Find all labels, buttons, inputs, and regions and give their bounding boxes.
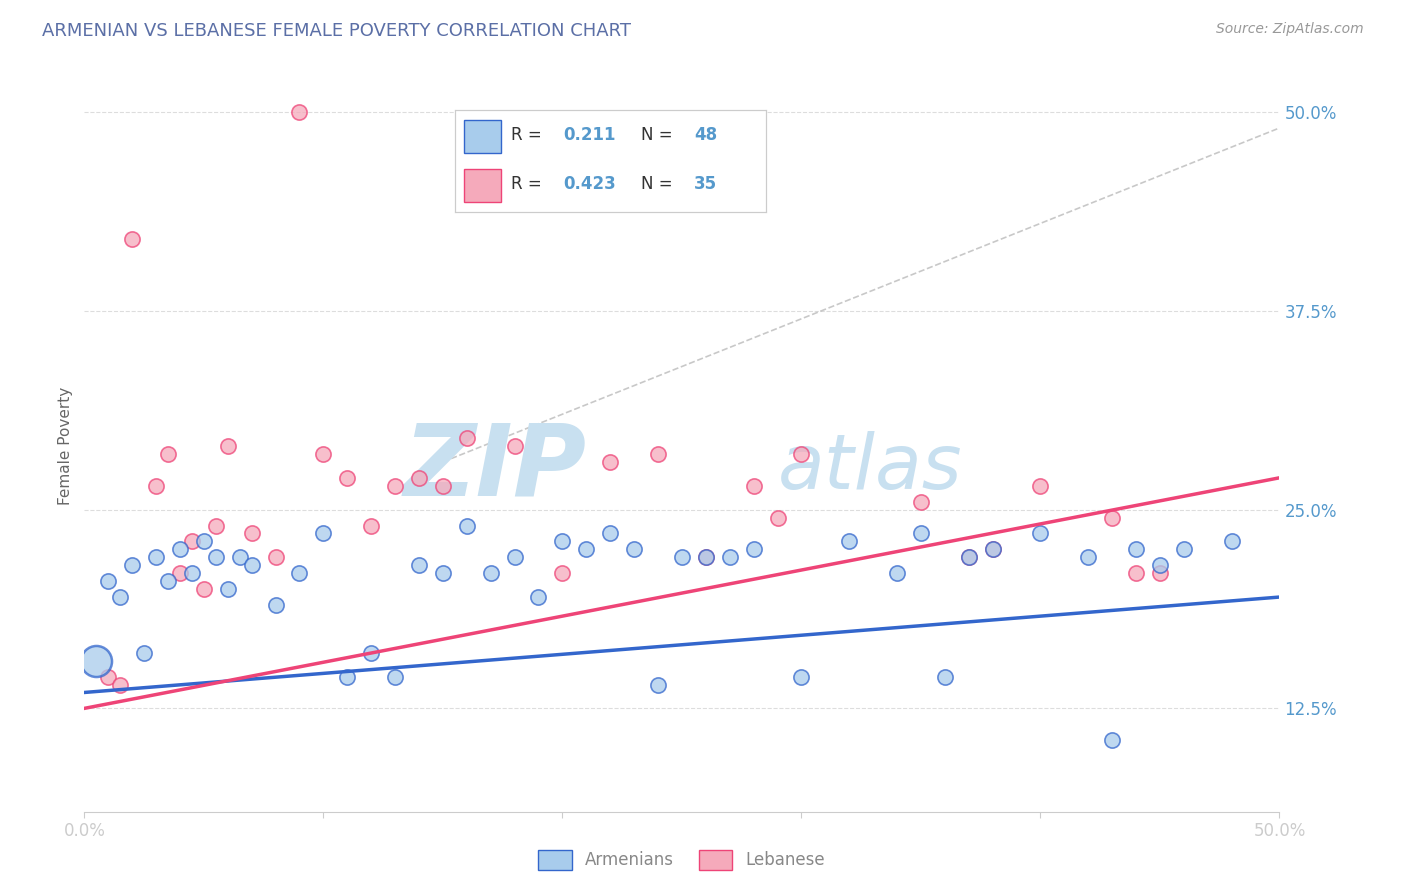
Legend: Armenians, Lebanese: Armenians, Lebanese	[531, 843, 832, 877]
Point	[1149, 558, 1171, 573]
Text: atlas: atlas	[778, 431, 962, 505]
Point	[647, 677, 669, 691]
Point	[157, 447, 180, 461]
Point	[957, 550, 980, 565]
Point	[121, 232, 143, 246]
Point	[934, 669, 956, 683]
Point	[599, 455, 621, 469]
Point	[1125, 542, 1147, 557]
Point	[312, 526, 335, 541]
Point	[886, 566, 908, 581]
Point	[121, 558, 143, 573]
Point	[575, 542, 598, 557]
Point	[97, 574, 120, 589]
Point	[193, 534, 215, 549]
Point	[456, 518, 478, 533]
Point	[181, 566, 204, 581]
Point	[551, 534, 574, 549]
Point	[229, 550, 252, 565]
Point	[479, 566, 502, 581]
Point	[503, 439, 526, 453]
Point	[742, 542, 765, 557]
Point	[312, 447, 335, 461]
Point	[110, 590, 132, 604]
Point	[647, 447, 669, 461]
Point	[527, 590, 550, 604]
Point	[671, 550, 693, 565]
Point	[169, 542, 191, 557]
Point	[240, 558, 263, 573]
Point	[193, 582, 215, 596]
Point	[132, 646, 156, 660]
Point	[957, 550, 980, 565]
Point	[910, 494, 932, 508]
Point	[408, 558, 430, 573]
Point	[432, 479, 454, 493]
Point	[1029, 479, 1052, 493]
Point	[790, 669, 813, 683]
Point	[157, 574, 180, 589]
Y-axis label: Female Poverty: Female Poverty	[58, 387, 73, 505]
Point	[169, 566, 191, 581]
Point	[181, 534, 204, 549]
Point	[766, 510, 789, 524]
Point	[336, 669, 359, 683]
Point	[599, 526, 621, 541]
Point	[432, 566, 454, 581]
Text: Source: ZipAtlas.com: Source: ZipAtlas.com	[1216, 22, 1364, 37]
Point	[1101, 510, 1123, 524]
Point	[240, 526, 263, 541]
Point	[336, 471, 359, 485]
Point	[742, 479, 765, 493]
Point	[408, 471, 430, 485]
Point	[360, 518, 382, 533]
Point	[97, 669, 120, 683]
Point	[503, 550, 526, 565]
Point	[1149, 566, 1171, 581]
Point	[217, 439, 239, 453]
Point	[981, 542, 1004, 557]
Point	[718, 550, 741, 565]
Point	[205, 518, 228, 533]
Point	[264, 550, 287, 565]
Point	[110, 677, 132, 691]
Point	[551, 566, 574, 581]
Point	[456, 431, 478, 445]
Point	[288, 566, 311, 581]
Point	[86, 654, 108, 668]
Point	[838, 534, 860, 549]
Point	[695, 550, 717, 565]
Point	[384, 479, 406, 493]
Point	[623, 542, 645, 557]
Point	[1101, 733, 1123, 747]
Point	[1220, 534, 1243, 549]
Point	[910, 526, 932, 541]
Point	[1173, 542, 1195, 557]
Point	[1077, 550, 1099, 565]
Point	[145, 479, 167, 493]
Point	[145, 550, 167, 565]
Text: ARMENIAN VS LEBANESE FEMALE POVERTY CORRELATION CHART: ARMENIAN VS LEBANESE FEMALE POVERTY CORR…	[42, 22, 631, 40]
Point	[360, 646, 382, 660]
Point	[288, 105, 311, 120]
Point	[384, 669, 406, 683]
Point	[1125, 566, 1147, 581]
Point	[264, 598, 287, 612]
Point	[790, 447, 813, 461]
Point	[205, 550, 228, 565]
Text: ZIP: ZIP	[404, 419, 586, 516]
Point	[981, 542, 1004, 557]
Point	[1029, 526, 1052, 541]
Point	[217, 582, 239, 596]
Point	[695, 550, 717, 565]
